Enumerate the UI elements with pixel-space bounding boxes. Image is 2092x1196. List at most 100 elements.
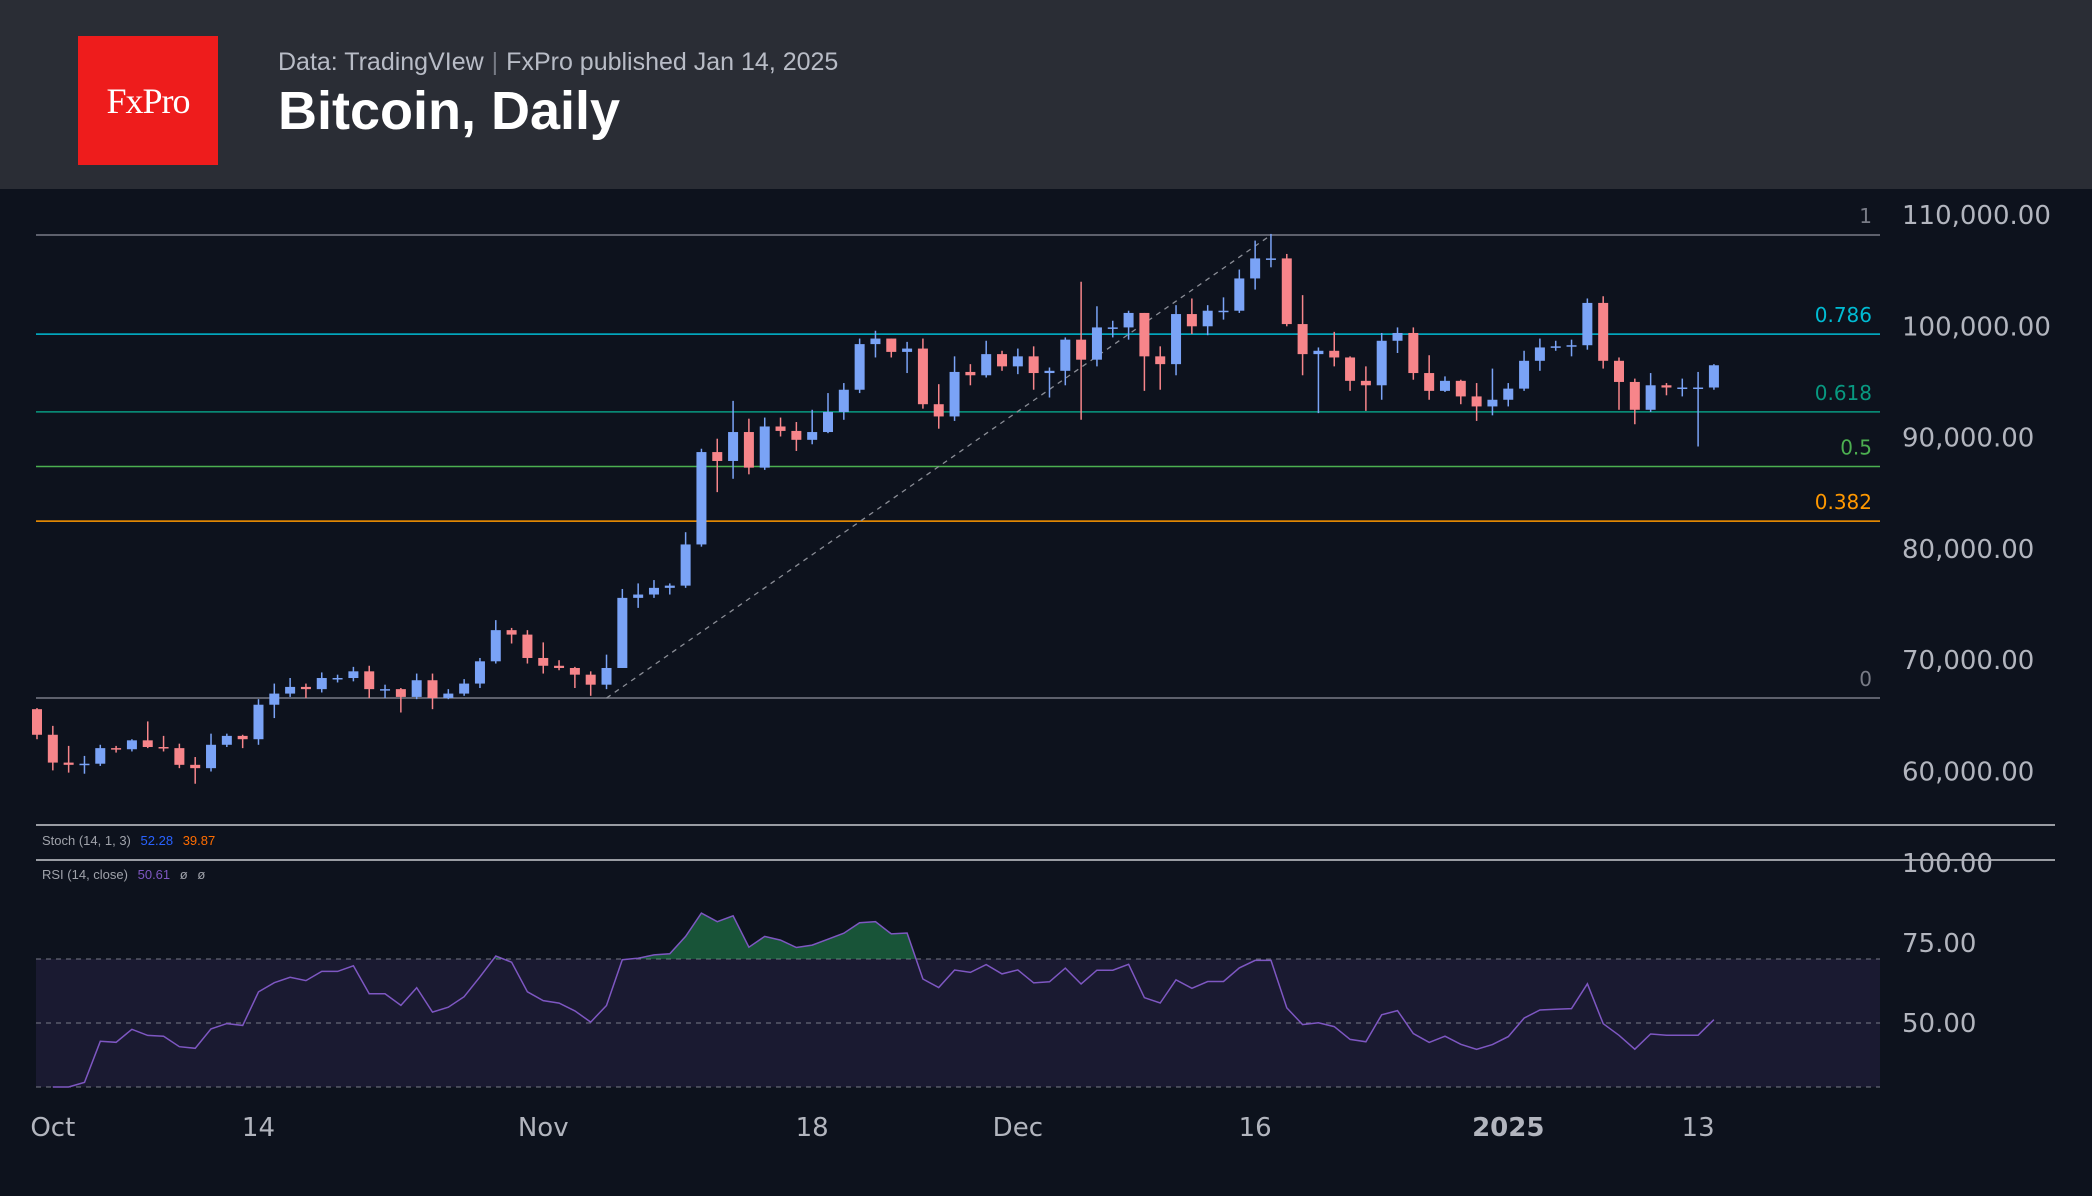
time-tick-label: 2025 [1472,1113,1544,1143]
candle-body [1534,347,1545,361]
candle-body [1629,381,1640,410]
candle-body [775,426,786,431]
candle-body [538,657,549,666]
candle [569,666,580,689]
candle [601,654,612,690]
candle-body [601,667,612,685]
candle [1012,348,1023,375]
candle [617,588,628,668]
candle [32,708,42,740]
candle [1265,233,1276,268]
rsi-line [52,912,1715,1088]
fib-level-label: 0 [1859,667,1872,691]
candle [1519,350,1530,391]
candle-body [1708,365,1719,388]
candle [126,739,137,752]
candle-body [190,764,201,769]
candle-body [1250,258,1261,279]
candle [459,679,470,696]
candle [1076,281,1087,420]
time-tick-label: 14 [242,1113,275,1143]
candle [1028,346,1039,390]
candle [981,340,992,378]
candle [474,657,485,689]
candle [633,583,644,608]
candle [1060,337,1071,386]
candle [1708,364,1719,390]
page-title: Bitcoin, Daily [278,81,621,141]
candle [775,417,786,437]
separator: | [491,48,499,76]
candle [1107,320,1118,338]
candle-body [380,689,391,691]
candle-body [206,744,217,769]
candle-body [854,344,865,390]
candle-body [1487,399,1498,407]
candle [933,384,944,429]
candle-body [1455,380,1466,397]
candle-body [1060,339,1071,371]
candle-body [1234,278,1245,311]
candle-body [933,404,944,417]
candle-body [459,683,470,694]
candle-body [95,748,106,764]
header: FxPro Data: TradingVIew | FxPro published … [0,0,2092,189]
time-tick-label: 13 [1682,1113,1715,1143]
candle-body [1265,258,1276,260]
candle [63,745,74,773]
candle [1614,357,1624,410]
candle-body [664,585,675,588]
candle-body [870,338,881,345]
fib-level-label: 1 [1859,204,1872,228]
candle [538,642,549,674]
candle-body [522,634,533,658]
candle [949,356,960,421]
candle-body [917,348,928,405]
candle-body [902,348,913,352]
candle-body [111,748,122,750]
rsi-tick-label: 100.00 [1902,849,1993,879]
candles [32,233,1719,784]
rsi-tick-label: 75.00 [1902,929,1976,959]
candle [696,448,707,547]
candle [79,755,90,774]
candle-body [1376,340,1387,386]
candle-body [1503,388,1514,400]
candle [1360,366,1371,411]
candle-body [269,693,280,705]
candle [743,418,754,475]
candle-body [1297,324,1308,355]
candle [506,627,517,644]
candle [728,400,739,479]
candle-body [1139,312,1150,357]
candle [1234,269,1245,313]
candle [1424,355,1435,400]
candle [253,699,264,745]
candle-body [158,747,169,749]
candle-body [1171,314,1182,365]
candle [411,673,422,700]
candle [237,734,248,749]
candle-body [1329,350,1340,358]
candle-body [427,680,438,699]
candle-body [1076,339,1087,360]
rsi-value: 50.61 [138,867,171,882]
candle-body [712,452,723,461]
time-tick-label: Dec [993,1113,1043,1143]
fxpro-logo: FxPro [78,36,218,165]
candle-body [1598,302,1609,361]
fibonacci-retracement: 1 0.786 0.618 0.5 0.382 0 [36,204,1880,699]
candle [1439,376,1450,392]
candle-body [1614,360,1624,382]
candle [1329,331,1340,367]
candle [522,630,533,664]
candle [364,665,375,699]
candle [854,338,865,394]
candle [554,660,565,671]
candle-body [633,594,644,598]
candle [1044,367,1055,398]
candle-body [174,748,185,765]
candle-body [1424,373,1435,391]
candle-body [364,671,375,690]
